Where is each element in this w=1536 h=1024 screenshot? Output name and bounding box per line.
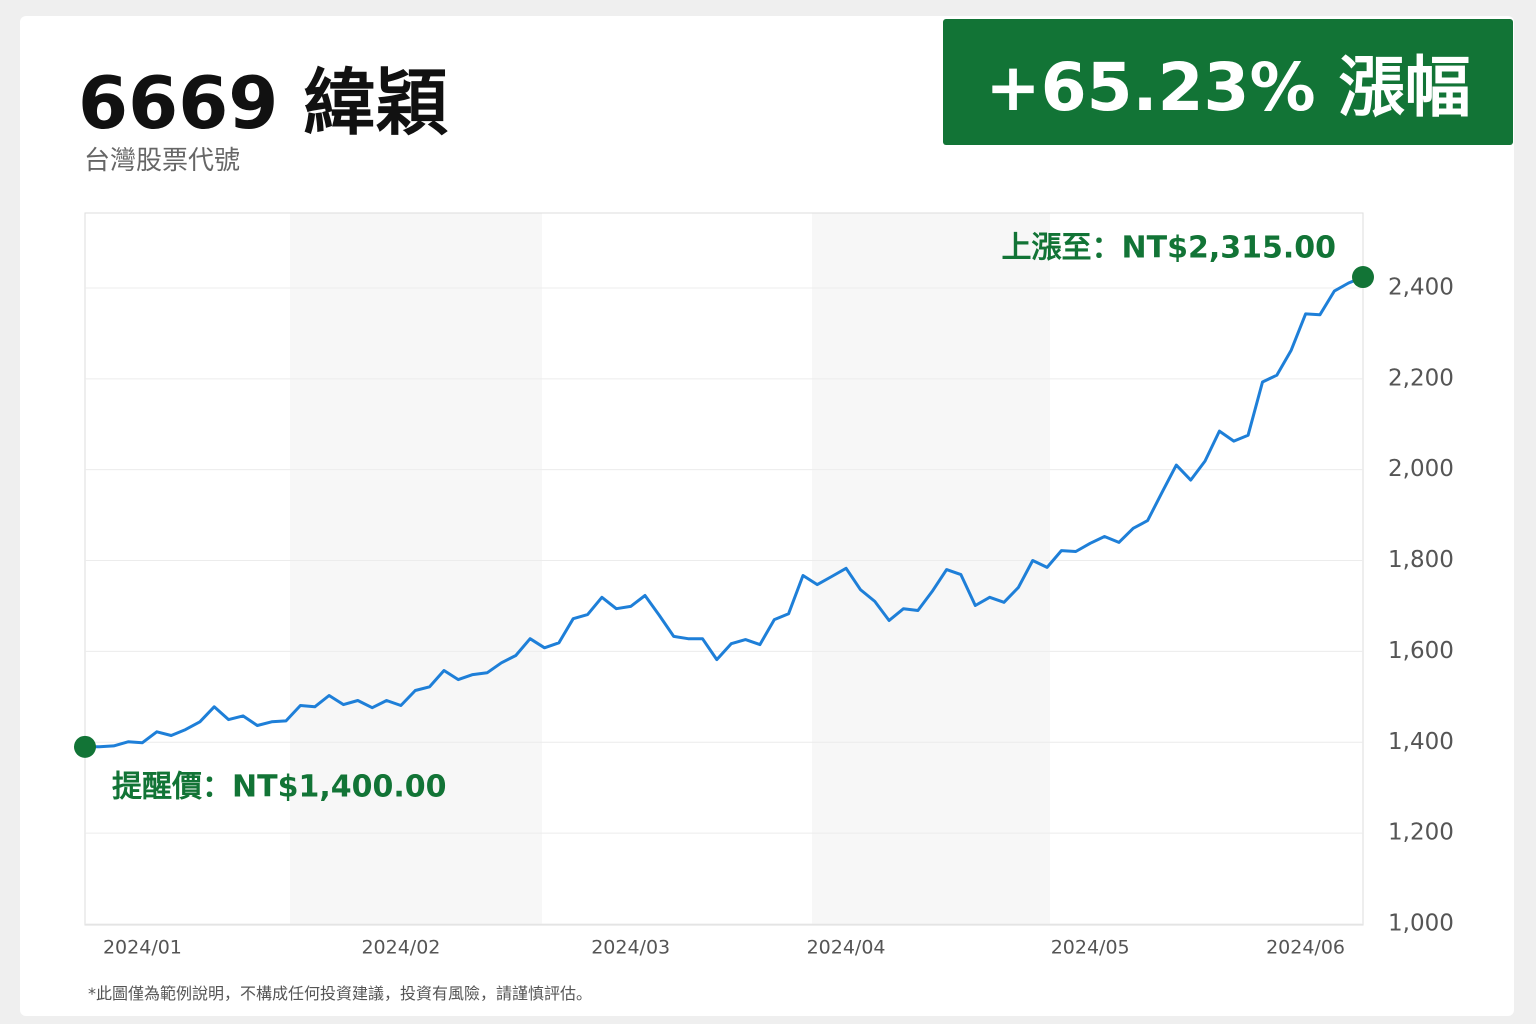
- x-tick-label: 2024/06: [1266, 937, 1345, 959]
- y-tick-label: 2,000: [1388, 456, 1454, 482]
- card: [20, 16, 1514, 1016]
- x-tick-label: 2024/03: [591, 937, 670, 959]
- title: 6669 緯穎: [78, 61, 448, 145]
- y-tick-label: 1,200: [1388, 820, 1454, 846]
- x-tick-label: 2024/01: [103, 937, 182, 959]
- y-tick-label: 2,200: [1388, 365, 1454, 391]
- y-tick-label: 1,000: [1388, 911, 1454, 937]
- y-tick-label: 1,800: [1388, 547, 1454, 573]
- x-tick-label: 2024/04: [807, 937, 886, 959]
- x-tick-label: 2024/05: [1051, 937, 1130, 959]
- y-tick-label: 2,400: [1388, 274, 1454, 300]
- plot-frame: [84, 212, 1364, 926]
- subtitle: 台灣股票代號: [84, 146, 241, 176]
- y-tick-label: 1,400: [1388, 729, 1454, 755]
- price-line: [85, 275, 1364, 749]
- change-badge: +65.23% 漲幅: [943, 19, 1513, 145]
- band: [290, 213, 542, 925]
- x-tick-label: 2024/02: [361, 937, 440, 959]
- band: [812, 213, 1050, 925]
- footnote: *此圖僅為範例說明，不構成任何投資建議，投資有風險，請謹慎評估。: [88, 984, 593, 1003]
- annotation: 上漲至：NT$2,315.00: [1002, 231, 1336, 266]
- annotation: 提醒價：NT$1,400.00: [112, 770, 446, 805]
- end-marker: [1352, 266, 1374, 289]
- end-marker: [74, 735, 96, 758]
- y-tick-label: 1,600: [1388, 638, 1454, 664]
